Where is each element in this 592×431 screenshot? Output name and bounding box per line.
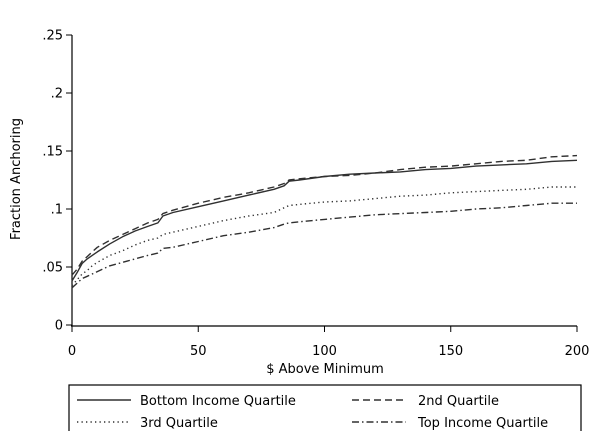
legend-label-2: 2nd Quartile: [418, 394, 499, 409]
x-tick-label: 0: [68, 344, 76, 359]
x-axis-label: $ Above Minimum: [266, 362, 384, 377]
y-tick-label: 0: [55, 319, 63, 334]
legend-label-3: 3rd Quartile: [140, 416, 218, 431]
y-axis-label: Fraction Anchoring: [9, 118, 24, 240]
x-tick-label: 150: [438, 344, 463, 359]
y-tick-label: .05: [42, 261, 63, 276]
x-tick-label: 200: [565, 344, 590, 359]
x-tick-label: 50: [190, 344, 207, 359]
y-tick-label: .15: [42, 145, 63, 160]
y-tick-label: .1: [51, 203, 63, 218]
series-line-1: [71, 159, 578, 282]
x-tick-label: 100: [312, 344, 337, 359]
legend: Bottom Income Quartile 2nd Quartile 3rd Qu…: [68, 384, 582, 431]
y-tick-label: .2: [51, 87, 63, 102]
legend-label-4: Top Income Quartile: [417, 416, 548, 431]
axes: [71, 35, 577, 327]
tick-labels: 0 .05 .1 .15 .2 .25 0 50 100 150 200: [42, 29, 589, 360]
series-lines: [71, 154, 578, 289]
y-tick-label: .25: [42, 29, 63, 44]
legend-box: [68, 384, 582, 431]
legend-label-1: Bottom Income Quartile: [140, 394, 296, 409]
series-line-3: [71, 186, 577, 287]
series-line-2: [71, 154, 578, 276]
series-line-4: [71, 202, 577, 289]
